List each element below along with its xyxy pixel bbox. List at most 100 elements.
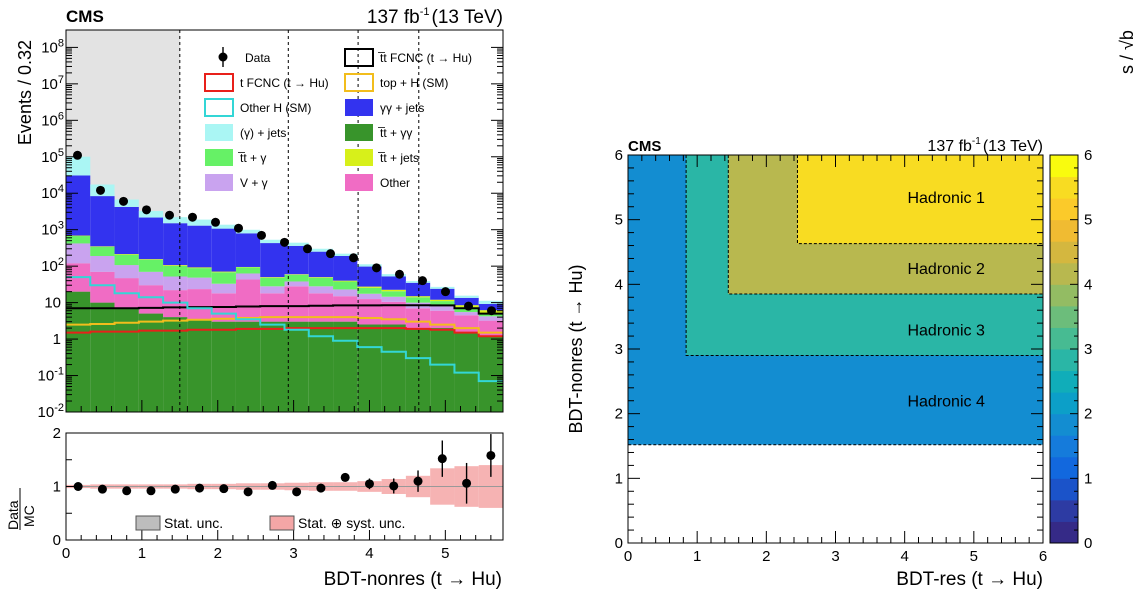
- y-tick-label-3: 1: [53, 331, 61, 348]
- data-point-19: [487, 306, 496, 316]
- ratio-point-17: [462, 478, 472, 488]
- stack-bar-4-bin-9: [260, 277, 285, 287]
- stack-bar-6-bin-6: [187, 225, 212, 268]
- y-tick-label-11: 108: [41, 37, 64, 56]
- y-tick-label-2: 10-1: [38, 366, 64, 385]
- stack-bar-7-bin-11: [308, 248, 334, 252]
- legend-swatch-11: [205, 174, 233, 191]
- heatmap-panel: CMS 137 fb-1 (13 TeV) Hadronic 1Hadronic …: [566, 30, 1137, 590]
- legend-swatch-4: [344, 73, 374, 92]
- stack-bar-7-bin-6: [187, 219, 212, 226]
- ratio-point-6: [195, 483, 205, 493]
- heatmap-y-tick-label-2: 1: [615, 470, 623, 487]
- data-point-2: [96, 185, 105, 195]
- stack-bar-4-bin-6: [187, 268, 212, 278]
- ratio-legend-swatch-2: [269, 515, 295, 531]
- region-boundary-2: [685, 155, 1043, 356]
- stack-bar-5-bin-15: [405, 296, 431, 298]
- data-point-5: [165, 210, 174, 220]
- stack-bar-5-bin-13: [357, 286, 382, 288]
- heatmap-x-tick-label-1: 0: [624, 548, 632, 565]
- stack-bar-6-bin-5: [163, 223, 188, 266]
- x-axis-label-left: BDT-nonres (t → Hu): [324, 569, 502, 590]
- stack-bar-7-bin-12: [333, 253, 358, 256]
- stack-bar-5-bin-4: [138, 259, 164, 260]
- stack-bar-2-bin-10: [284, 286, 309, 322]
- data-point-15: [395, 269, 404, 279]
- stack-bar-7-bin-5: [163, 217, 188, 224]
- legend-label-11: V + γ: [240, 176, 268, 190]
- ratio-point-8: [243, 487, 253, 497]
- stack-bar-4-bin-3: [114, 254, 139, 266]
- data-point-9: [257, 230, 266, 240]
- heatmap-x-tick-label-6: 5: [970, 548, 978, 565]
- colorbar-bin-16: [1050, 198, 1078, 221]
- heatmap-area: Hadronic 1 Hadronic 2 Hadronic 3 Hadronic 4…: [615, 147, 1048, 565]
- stack-bar-3-bin-16: [430, 306, 455, 311]
- stack-bar-4-bin-14: [381, 291, 406, 297]
- colorbar-bin-1: [1050, 521, 1078, 544]
- stack-bar-4-bin-16: [430, 301, 455, 307]
- stack-bar-1-bin-15: [405, 328, 431, 412]
- stack-bar-7-bin-1: [66, 156, 91, 176]
- ratio-y-tick-label: 1: [53, 479, 61, 496]
- y-tick-label-1: 10-2: [38, 402, 64, 421]
- main-plot-frame: [65, 29, 504, 413]
- stack-bar-1-bin-5: [163, 317, 188, 412]
- region-label-3: Hadronic 3: [907, 323, 984, 340]
- colorbar-tick-label-6: 5: [1084, 212, 1092, 229]
- legend-swatch-2: [344, 48, 374, 67]
- stack-bar-5-bin-7: [211, 271, 236, 273]
- heatmap-x-tick-label-3: 2: [762, 548, 770, 565]
- legend-label-6: γγ + jets: [380, 101, 424, 115]
- stack-bar-7-bin-4: [138, 211, 164, 218]
- ratio-point-7: [219, 484, 229, 494]
- colorbar-bin-10: [1050, 327, 1078, 350]
- heatmap-y-tick-label-6: 5: [615, 212, 623, 229]
- stack-bar-2-bin-13: [357, 299, 382, 325]
- stack-bar-5-bin-10: [284, 274, 309, 275]
- ratio-point-18: [486, 450, 496, 460]
- heatmap-y-tick-label-7: 6: [615, 147, 623, 164]
- y-axis-label-left: Events / 0.32: [15, 40, 35, 145]
- stack-bar-6-bin-8: [235, 233, 261, 267]
- lumi-label-right: 137 fb-1 (13 TeV): [927, 136, 1043, 155]
- legend-label-10: t̅t + jets: [378, 151, 420, 165]
- stack-bar-3-bin-1: [66, 243, 91, 264]
- legend-label-9: t̅t + γ: [238, 151, 267, 165]
- x-tick-label-1: 0: [62, 545, 70, 562]
- stack-bar-5-bin-3: [114, 254, 139, 255]
- heatmap-y-tick-label-4: 3: [615, 341, 623, 358]
- region-label-4: Hadronic 4: [907, 394, 984, 411]
- legend-label-2: t̅t FCNC (t → Hu): [378, 51, 472, 65]
- ratio-point-3: [122, 486, 132, 496]
- ratio-point-5: [170, 484, 180, 494]
- legend-label-3: t FCNC (t → Hu): [240, 76, 329, 90]
- stack-bar-1-bin-13: [357, 324, 382, 412]
- ratio-point-16: [437, 454, 447, 464]
- data-point-17: [441, 287, 450, 297]
- colorbar-bin-5: [1050, 435, 1078, 458]
- colorbar: 0 1 2 3 4 5 6: [1049, 147, 1092, 552]
- ratio-point-2: [97, 484, 107, 494]
- legend-swatch-9: [205, 149, 233, 166]
- colorbar-bin-9: [1050, 349, 1078, 372]
- stack-bar-3-bin-14: [381, 296, 406, 302]
- x-tick-label-2: 1: [138, 545, 146, 562]
- heatmap-x-tick-label-2: 1: [693, 548, 701, 565]
- stack-bar-3-bin-3: [114, 265, 139, 279]
- stack-bar-1-bin-8: [235, 321, 261, 412]
- stack-bar-1-bin-1: [66, 291, 91, 412]
- stack-bar-4-bin-7: [211, 272, 236, 284]
- stack-bar-1-bin-18: [478, 336, 503, 412]
- stack-bar-4-bin-1: [66, 236, 91, 244]
- y-tick-label-7: 104: [41, 183, 64, 202]
- x-axis-label-right: BDT-res (t → Hu): [896, 569, 1043, 590]
- ratio-legend-swatch-1: [135, 515, 161, 531]
- legend-swatch-7: [205, 124, 233, 141]
- y-tick-label-6: 103: [41, 220, 64, 239]
- ratio-y-label-data: Data: [5, 500, 21, 530]
- stack-bar-3-bin-5: [163, 276, 188, 291]
- y-tick-label-5: 102: [41, 256, 64, 275]
